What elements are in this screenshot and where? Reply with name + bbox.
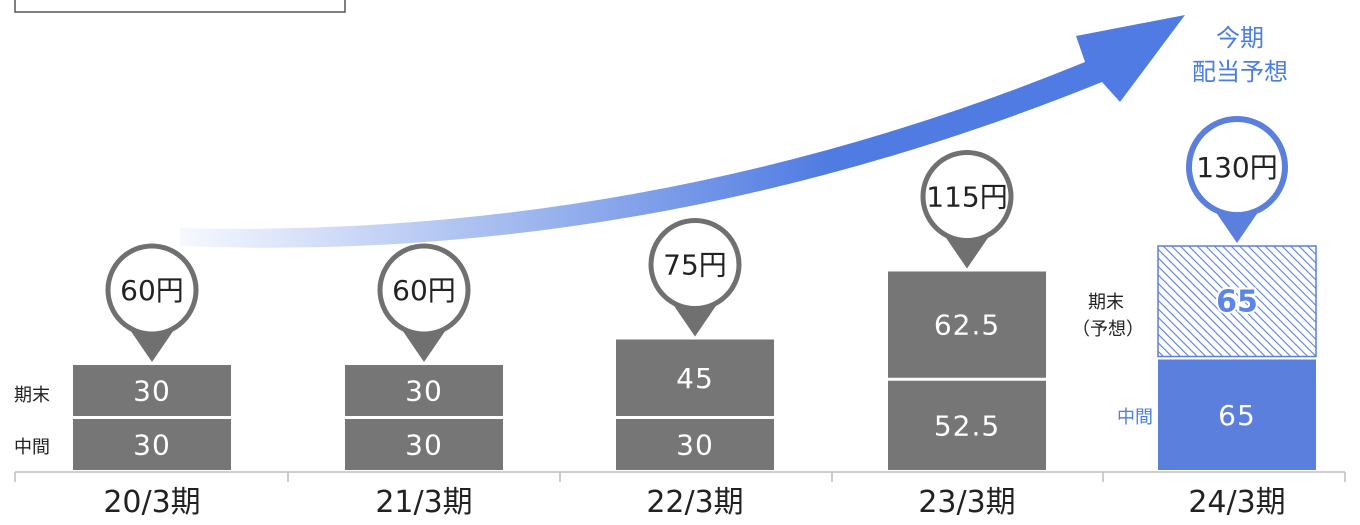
bar-chukan-0: [73, 419, 231, 470]
bar-kimatsu-2: [616, 339, 774, 416]
left-label-chukan: 中間: [14, 437, 50, 458]
frame-corner: [14, 0, 346, 13]
bar-kimatsu-0: [73, 365, 231, 416]
forecast-title-line2: 配当予想: [1192, 58, 1288, 86]
left-label-kimatsu: 期末: [14, 385, 50, 406]
bar-chukan-4: [1158, 359, 1316, 470]
label-kimatsu-0: 30: [133, 375, 171, 408]
label-kimatsu-4: 65: [1216, 284, 1258, 319]
bar-chukan-3: [888, 380, 1046, 470]
label-kimatsu-1: 30: [405, 375, 443, 408]
label-chukan-1: 30: [405, 429, 443, 462]
bar-kimatsu-4: [1157, 245, 1317, 358]
forecast-label-chukan: 中間: [1117, 407, 1153, 428]
bar-kimatsu-3: [888, 271, 1046, 378]
pin-circle-3: [920, 150, 1014, 243]
pin-circle-2: [648, 218, 742, 311]
label-chukan-3: 52.5: [934, 409, 1000, 442]
forecast-label-yoso: （予想）: [1072, 319, 1144, 340]
label-chukan-4: 65: [1218, 399, 1256, 432]
growth-arrow: [180, 15, 1185, 248]
bar-chukan-1: [345, 419, 503, 470]
pin-total-0: 60円: [120, 274, 184, 307]
forecast-title-line1: 今期: [1216, 24, 1264, 52]
pin-circle-0: [105, 243, 199, 337]
forecast-label-kimatsu: 期末: [1088, 292, 1124, 313]
category-label-1: 21/3期: [375, 485, 472, 520]
bar-chukan-2: [616, 419, 774, 470]
label-kimatsu-3: 62.5: [934, 309, 1000, 342]
pin-total-4: 130円: [1196, 151, 1277, 184]
category-label-2: 22/3期: [646, 485, 743, 520]
pin-total-3: 115円: [926, 181, 1007, 214]
label-chukan-2: 30: [676, 429, 714, 462]
category-label-0: 20/3期: [103, 485, 200, 520]
pin-total-2: 75円: [663, 249, 727, 282]
label-kimatsu-2: 45: [676, 362, 714, 395]
label-chukan-0: 30: [133, 429, 171, 462]
pin-circle-1: [377, 243, 471, 337]
category-label-3: 23/3期: [918, 485, 1015, 520]
category-label-4: 24/3期: [1188, 485, 1285, 520]
bar-kimatsu-1: [345, 365, 503, 416]
pin-total-1: 60円: [392, 274, 456, 307]
pin-circle-4: [1186, 116, 1288, 218]
